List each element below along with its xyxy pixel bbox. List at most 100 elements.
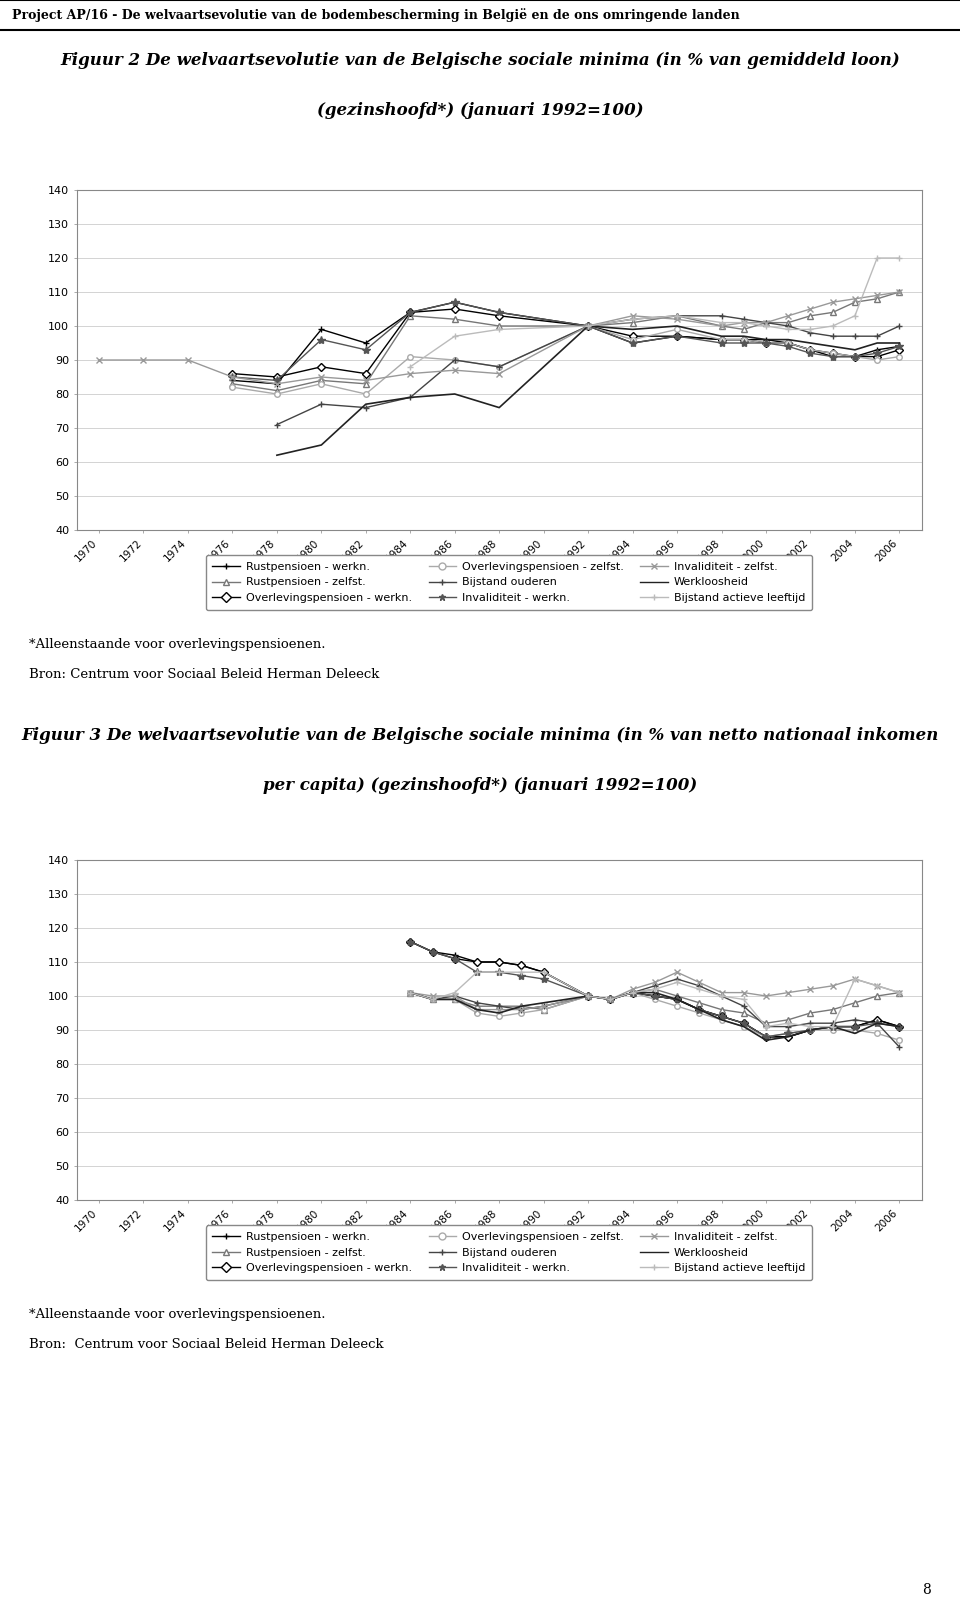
Bijstand actieve leeftijd [693,980,705,1000]
Overlevingspensioen - zelfst. [627,983,638,1003]
Werkloosheid [872,333,883,352]
Overlevingspensioen - werkn. [782,1027,794,1046]
Invaliditeit - zelfst. [93,350,105,370]
Rustpensioen - zelfst. [782,313,794,333]
Bijstand actieve leeftijd [782,320,794,339]
Invaliditeit - werkn. [493,302,505,321]
Overlevingspensioen - zelfst. [583,987,594,1006]
Invaliditeit - zelfst. [894,283,905,302]
Invaliditeit - zelfst. [738,983,750,1003]
Overlevingspensioen - zelfst. [738,329,750,349]
Line: Overlevingspensioen - werkn.: Overlevingspensioen - werkn. [229,307,902,379]
Bijstand actieve leeftijd [827,1017,838,1037]
Overlevingspensioen - zelfst. [760,333,772,352]
Invaliditeit - werkn. [850,347,861,366]
Rustpensioen - werkn. [404,302,416,321]
Rustpensioen - werkn. [583,987,594,1006]
Overlevingspensioen - zelfst. [627,329,638,349]
Invaliditeit - zelfst. [360,371,372,391]
Invaliditeit - werkn. [716,1006,728,1025]
Overlevingspensioen - werkn. [716,1006,728,1025]
Overlevingspensioen - zelfst. [404,347,416,366]
Werkloosheid [605,990,616,1009]
Rustpensioen - zelfst. [404,983,416,1003]
Text: Project AP/16 - De welvaartsevolutie van de bodembescherming in België en de ons: Project AP/16 - De welvaartsevolutie van… [12,8,739,22]
Overlevingspensioen - werkn. [671,990,683,1009]
Overlevingspensioen - zelfst. [804,341,816,360]
Bijstand actieve leeftijd [894,249,905,268]
Line: Invaliditeit - zelfst.: Invaliditeit - zelfst. [96,289,902,387]
Invaliditeit - zelfst. [760,313,772,333]
Rustpensioen - zelfst. [316,371,327,391]
Werkloosheid [671,317,683,336]
Invaliditeit - zelfst. [583,987,594,1006]
Invaliditeit - zelfst. [316,368,327,387]
Invaliditeit - zelfst. [493,1000,505,1019]
Bijstand ouderen [716,307,728,326]
Invaliditeit - werkn. [827,1017,838,1037]
Overlevingspensioen - zelfst. [693,1003,705,1022]
Bijstand ouderen [827,1014,838,1033]
Bijstand actieve leeftijd [804,1017,816,1037]
Overlevingspensioen - werkn. [538,963,549,982]
Werkloosheid [404,387,416,407]
Bijstand ouderen [738,310,750,329]
Legend: Rustpensioen - werkn., Rustpensioen - zelfst., Overlevingspensioen - werkn., Ove: Rustpensioen - werkn., Rustpensioen - ze… [205,1225,812,1279]
Rustpensioen - zelfst. [471,996,483,1016]
Invaliditeit - zelfst. [804,299,816,318]
Bijstand ouderen [493,996,505,1016]
Werkloosheid [827,337,838,357]
Bijstand actieve leeftijd [872,975,883,995]
Rustpensioen - werkn. [671,326,683,346]
Invaliditeit - werkn. [850,1017,861,1037]
Rustpensioen - zelfst. [827,1000,838,1019]
Invaliditeit - zelfst. [471,1000,483,1019]
Bijstand actieve leeftijd [804,320,816,339]
Werkloosheid [716,1011,728,1030]
Invaliditeit - werkn. [427,942,439,961]
Invaliditeit - zelfst. [404,363,416,382]
Invaliditeit - werkn. [738,1014,750,1033]
Bijstand actieve leeftijd [404,983,416,1003]
Overlevingspensioen - werkn. [827,1017,838,1037]
Invaliditeit - zelfst. [872,286,883,305]
Rustpensioen - werkn. [227,371,238,391]
Overlevingspensioen - zelfst. [360,384,372,403]
Rustpensioen - zelfst. [738,320,750,339]
Invaliditeit - werkn. [760,1027,772,1046]
Line: Rustpensioen - werkn.: Rustpensioen - werkn. [407,938,902,1040]
Bijstand actieve leeftijd [671,972,683,992]
Rustpensioen - werkn. [649,987,660,1006]
Overlevingspensioen - werkn. [649,987,660,1006]
Invaliditeit - zelfst. [627,307,638,326]
Bijstand ouderen [671,307,683,326]
Bijstand actieve leeftijd [738,313,750,333]
Invaliditeit - zelfst. [671,963,683,982]
Invaliditeit - werkn. [872,1014,883,1033]
Invaliditeit - werkn. [760,333,772,352]
Bijstand ouderen [782,1017,794,1037]
Werkloosheid [804,333,816,352]
Invaliditeit - werkn. [516,966,527,985]
Rustpensioen - zelfst. [850,292,861,312]
Rustpensioen - werkn. [671,990,683,1009]
Invaliditeit - werkn. [316,329,327,349]
Bijstand ouderen [583,317,594,336]
Invaliditeit - zelfst. [760,987,772,1006]
Overlevingspensioen - werkn. [493,953,505,972]
Overlevingspensioen - werkn. [427,942,439,961]
Rustpensioen - werkn. [850,347,861,366]
Invaliditeit - zelfst. [493,363,505,382]
Line: Bijstand ouderen: Bijstand ouderen [407,975,902,1051]
Invaliditeit - werkn. [627,983,638,1003]
Bijstand ouderen [894,1038,905,1057]
Rustpensioen - zelfst. [271,381,282,400]
Bijstand ouderen [850,1011,861,1030]
Rustpensioen - werkn. [872,341,883,360]
Overlevingspensioen - zelfst. [827,1020,838,1040]
Invaliditeit - werkn. [782,337,794,357]
Werkloosheid [782,1027,794,1046]
Rustpensioen - werkn. [894,337,905,357]
Werkloosheid [538,993,549,1012]
Overlevingspensioen - zelfst. [583,317,594,336]
